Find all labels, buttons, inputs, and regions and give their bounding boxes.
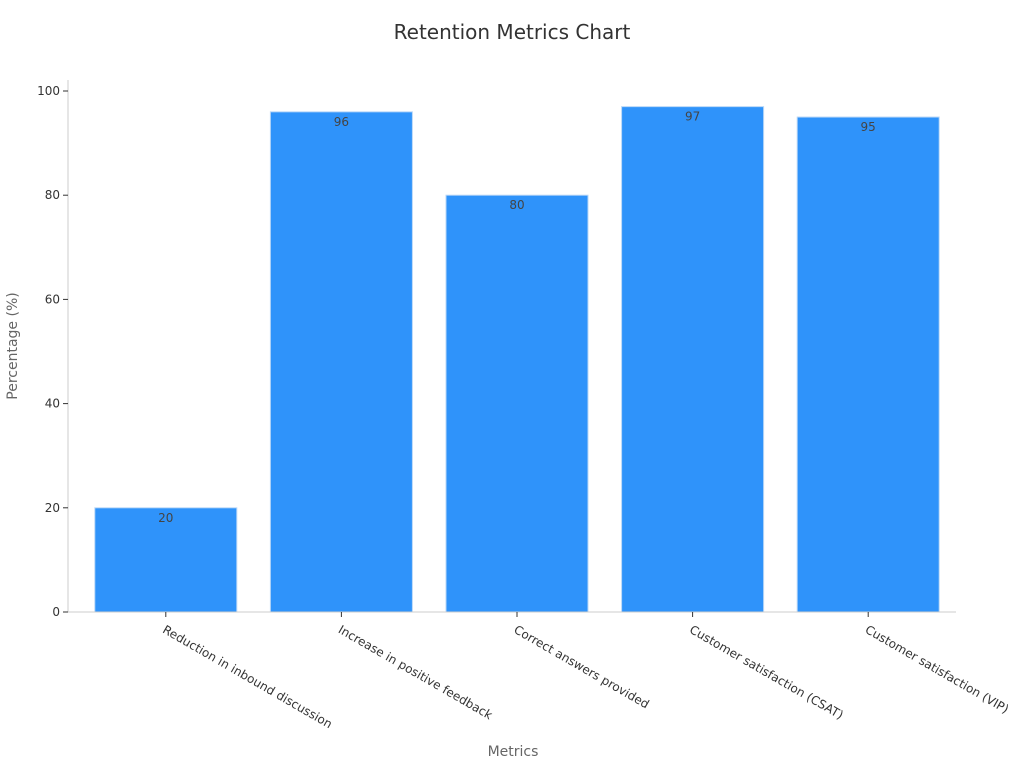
- bar: [269, 111, 413, 613]
- bars-group: [94, 106, 940, 613]
- y-tick-label: 40: [45, 397, 60, 411]
- y-tick-label: 60: [45, 292, 60, 306]
- x-tick-label: Customer satisfaction (CSAT): [687, 622, 846, 722]
- chart-title: Retention Metrics Chart: [393, 20, 631, 44]
- x-tick-label: Customer satisfaction (VIP): [863, 622, 1011, 716]
- data-label: 20: [158, 511, 173, 525]
- y-tick-label: 20: [45, 501, 60, 515]
- y-axis: 0 20 40 60 80 100: [37, 80, 69, 619]
- bar: [445, 194, 589, 613]
- y-tick-label: 0: [52, 605, 60, 619]
- x-tick-label: Increase in positive feedback: [336, 622, 495, 722]
- bar: [796, 116, 940, 613]
- x-tick-label: Reduction in inbound discussion: [160, 622, 334, 731]
- bar: [621, 106, 765, 613]
- y-tick-label: 80: [45, 188, 60, 202]
- y-axis-title: Percentage (%): [5, 292, 21, 399]
- x-axis: Reduction in inbound discussion Increase …: [68, 611, 1011, 731]
- x-axis-title: Metrics: [488, 744, 539, 760]
- data-labels-group: 20 96 80 97 95: [158, 110, 876, 525]
- x-tick-label: Correct answers provided: [512, 622, 652, 711]
- data-label: 80: [509, 198, 524, 212]
- bar: [94, 507, 238, 613]
- y-tick-label: 100: [37, 84, 60, 98]
- data-label: 95: [861, 120, 876, 134]
- data-label: 96: [334, 115, 349, 129]
- data-label: 97: [685, 110, 700, 124]
